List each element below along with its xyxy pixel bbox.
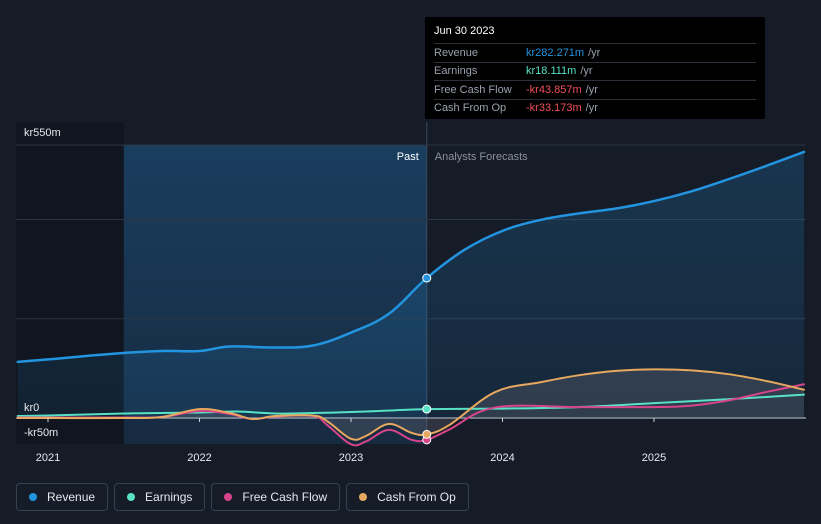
x-tick-label: 2025 — [642, 452, 666, 464]
tooltip-row-earnings: Earnings kr18.111m /yr — [434, 61, 756, 81]
revenue-line — [16, 150, 806, 364]
tooltip-row-revenue: Revenue kr282.271m /yr — [434, 43, 756, 62]
legend-dot-icon — [359, 493, 368, 501]
legend-dot-icon — [127, 493, 136, 501]
legend-item-cash-from-op[interactable]: Cash From Op — [346, 483, 469, 511]
legend-label: Earnings — [145, 490, 193, 504]
legend-item-revenue[interactable]: Revenue — [16, 483, 109, 511]
revenue-area — [17, 151, 804, 418]
legend-item-earnings[interactable]: Earnings — [114, 483, 206, 511]
tooltip-row-free-cash-flow: Free Cash Flow -kr43.857m /yr — [434, 80, 756, 99]
x-tick-label: 2024 — [490, 452, 514, 464]
earnings-line — [16, 393, 805, 418]
legend-dot-icon — [224, 493, 233, 501]
tooltip-unit: /yr — [588, 46, 601, 59]
tooltip-label: Cash From Op — [434, 102, 507, 115]
y-axis-label-bottom: -kr50m — [24, 427, 58, 439]
tooltip-value: kr282.271m — [526, 46, 585, 59]
cash-from-op-area — [17, 369, 804, 440]
legend: Revenue Earnings Free Cash Flow Cash Fro… — [16, 483, 469, 511]
tooltip-label: Revenue — [434, 46, 479, 59]
tooltip-label: Free Cash Flow — [434, 83, 512, 96]
revenue-marker — [422, 273, 432, 283]
x-tick-label: 2021 — [36, 452, 60, 464]
tooltip-value: kr18.111m — [526, 65, 577, 78]
tooltip-unit: /yr — [585, 83, 598, 96]
tooltip-row-cash-from-op: Cash From Op -kr33.173m /yr — [434, 98, 756, 118]
y-axis-label-zero: kr0 — [24, 402, 39, 414]
x-tick-label: 2023 — [339, 452, 363, 464]
tooltip: Jun 30 2023 Revenue kr282.271m /yr Earni… — [425, 17, 765, 119]
y-axis-label-top: kr550m — [24, 127, 61, 139]
legend-label: Free Cash Flow — [242, 490, 328, 504]
past-label: Past — [397, 151, 419, 163]
tooltip-value: -kr43.857m — [526, 83, 582, 96]
legend-dot-icon — [29, 493, 37, 501]
legend-label: Revenue — [47, 490, 96, 504]
legend-label: Cash From Op — [377, 490, 456, 504]
tooltip-unit: /yr — [580, 65, 593, 78]
cash-from-op-marker — [422, 429, 432, 439]
cash-from-op-line — [16, 368, 805, 441]
tooltip-value: -kr33.173m — [526, 102, 582, 115]
tooltip-unit: /yr — [585, 102, 598, 115]
tooltip-date: Jun 30 2023 — [434, 25, 495, 37]
earnings-marker — [422, 404, 432, 414]
tooltip-label: Earnings — [434, 65, 478, 78]
free-cash-flow-line — [16, 383, 805, 447]
x-tick-label: 2022 — [187, 452, 211, 464]
legend-item-free-cash-flow[interactable]: Free Cash Flow — [211, 483, 341, 511]
forecast-label: Analysts Forecasts — [435, 151, 528, 163]
